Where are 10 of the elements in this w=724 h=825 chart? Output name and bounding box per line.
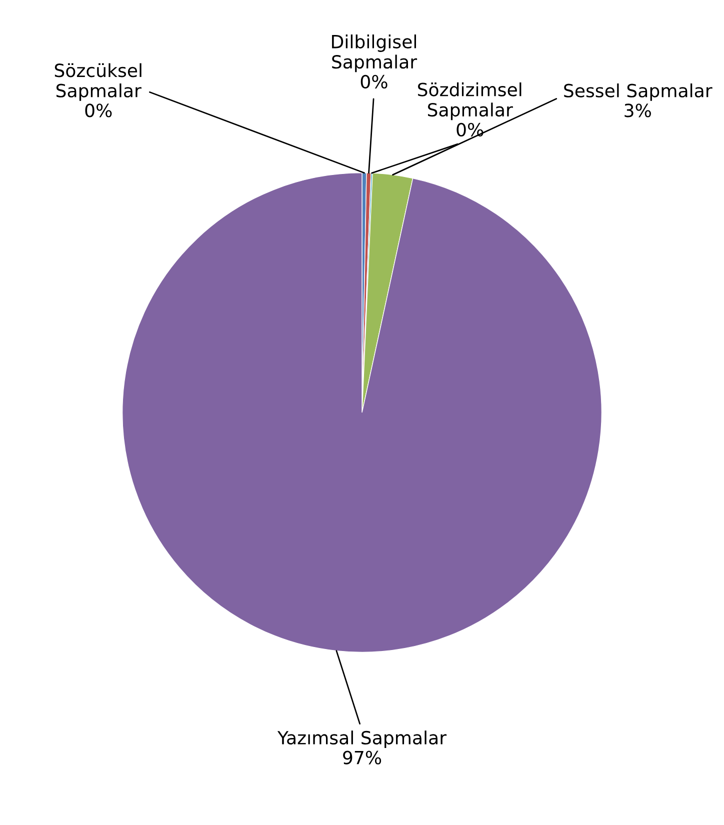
slice-label: Sözdizimsel Sapmalar [418,82,522,120]
slice-label: Sözcüksel Sapmalar [54,63,142,101]
slice-label: Sessel Sapmalar [564,83,712,101]
data-label: 97% [343,750,382,764]
data-label: 0% [456,122,484,136]
slice-label: Dilbilgisel Sapmalar [332,34,418,72]
slice-label: Yazımsal Sapmalar [277,730,447,748]
data-label: 3% [624,104,651,118]
data-label: 0% [360,74,388,89]
data-label: 0% [85,104,112,118]
